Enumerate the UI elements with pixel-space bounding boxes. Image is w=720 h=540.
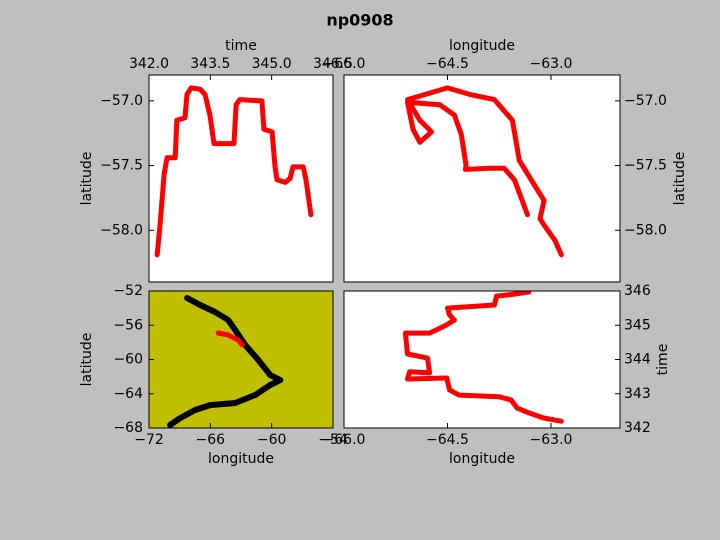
track-line [402,291,564,424]
x-tick-label: 342.0 [129,56,169,72]
track-line [154,85,314,258]
x-axis-label: longitude [208,451,274,467]
y-tick-label: 345 [624,317,651,333]
x-tick-label: −66.0 [323,56,366,72]
axes-background [149,75,333,282]
y-axis-label: latitude [79,333,95,387]
axes-frame [148,74,334,283]
y-axis-label: latitude [79,152,95,206]
y-tick-label: −58.0 [100,222,143,238]
x-tick-label: −63.0 [530,432,573,448]
axes-background [149,291,333,428]
y-axis-label: latitude [672,152,688,206]
x-tick-label: −60 [257,432,287,448]
axes-background [344,75,620,282]
x-axis-label: time [225,38,257,54]
y-tick-label: 344 [624,352,651,368]
y-tick-label: −68 [113,420,143,436]
y-tick-label: 343 [624,386,651,402]
x-tick-label: 345.0 [252,56,292,72]
y-tick-label: −57.5 [100,158,143,174]
y-tick-label: −58.0 [624,222,667,238]
x-tick-label: −66 [196,432,226,448]
x-tick-label: −63.0 [530,56,573,72]
x-axis-label: longitude [449,451,515,467]
x-tick-label: −66.0 [323,432,366,448]
figure-title: np0908 [326,11,393,30]
y-axis-label: time [655,344,671,376]
x-tick-label: 343.5 [190,56,230,72]
x-tick-label: 346.5 [313,56,353,72]
track-line [405,85,564,258]
axes-background [344,291,620,428]
y-tick-label: −60 [113,352,143,368]
y-tick-label: −57.5 [624,158,667,174]
y-tick-label: 346 [624,283,651,299]
x-axis-label: longitude [449,38,515,54]
axes-frame [343,74,621,283]
y-tick-label: −52 [113,283,143,299]
y-tick-label: −64 [113,386,143,402]
x-tick-label: −64.5 [426,432,469,448]
y-tick-label: −57.0 [624,93,667,109]
y-tick-label: −57.0 [100,93,143,109]
y-tick-label: 342 [624,420,651,436]
y-tick-label: −56 [113,317,143,333]
x-tick-label: −72 [134,432,164,448]
x-tick-label: −54 [318,432,348,448]
x-tick-label: −64.5 [426,56,469,72]
track-line [167,295,284,428]
track-line [215,330,245,348]
